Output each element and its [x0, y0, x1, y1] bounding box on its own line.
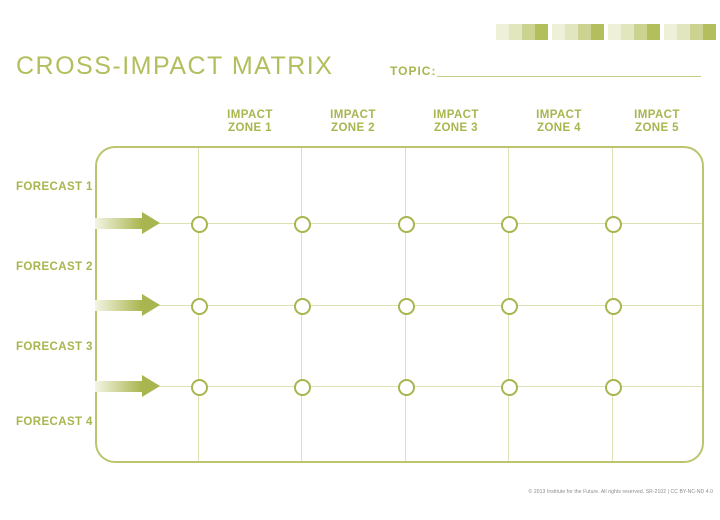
swatch [496, 24, 509, 40]
color-scale-strip [496, 24, 716, 40]
column-header-line1: IMPACT [227, 109, 273, 121]
swatch [552, 24, 565, 40]
arrow-body [95, 299, 142, 311]
column-header-line1: IMPACT [536, 109, 582, 121]
intersection-circle [293, 215, 311, 233]
column-header-impact-zone-2: IMPACT ZONE 2 [302, 109, 404, 135]
swatch [621, 24, 634, 40]
column-header-line2: ZONE 4 [537, 122, 581, 134]
intersection-circle [293, 378, 311, 396]
matrix-grid [95, 146, 704, 463]
column-header-impact-zone-3: IMPACT ZONE 3 [405, 109, 507, 135]
column-header-impact-zone-5: IMPACT ZONE 5 [606, 109, 708, 135]
page-title: CROSS-IMPACT MATRIX [16, 52, 334, 80]
column-header-line1: IMPACT [330, 109, 376, 121]
arrow-head [142, 212, 160, 234]
swatch [690, 24, 703, 40]
column-header-line2: ZONE 3 [434, 122, 478, 134]
swatch [677, 24, 690, 40]
intersection-circle [190, 215, 208, 233]
row-label-forecast-1: FORECAST 1 [16, 181, 93, 193]
arrow-right-icon [95, 212, 160, 234]
swatch [535, 24, 548, 40]
copyright-text: © 2013 Institute for the Future. All rig… [528, 489, 713, 495]
intersection-circle [604, 215, 622, 233]
intersection-circle [397, 215, 415, 233]
column-header-line2: ZONE 5 [635, 122, 679, 134]
intersection-circle [397, 378, 415, 396]
intersection-circle [190, 297, 208, 315]
arrow-right-icon [95, 294, 160, 316]
arrow-right-icon [95, 375, 160, 397]
intersection-circle [500, 378, 518, 396]
swatch [565, 24, 578, 40]
swatch [647, 24, 660, 40]
intersection-circle [500, 297, 518, 315]
intersection-circle [293, 297, 311, 315]
column-header-line1: IMPACT [433, 109, 479, 121]
swatch [509, 24, 522, 40]
arrow-head [142, 375, 160, 397]
arrow-head [142, 294, 160, 316]
intersection-circle [500, 215, 518, 233]
topic-fill-in-line [437, 62, 701, 77]
swatch [608, 24, 621, 40]
arrow-body [95, 380, 142, 392]
swatch-group [552, 24, 604, 40]
intersection-circle [190, 378, 208, 396]
intersection-circle [604, 378, 622, 396]
swatch [591, 24, 604, 40]
column-header-line2: ZONE 2 [331, 122, 375, 134]
column-header-impact-zone-1: IMPACT ZONE 1 [199, 109, 301, 135]
swatch [634, 24, 647, 40]
row-label-forecast-3: FORECAST 3 [16, 341, 93, 353]
arrow-body [95, 217, 142, 229]
row-label-forecast-2: FORECAST 2 [16, 261, 93, 273]
swatch [703, 24, 716, 40]
swatch [578, 24, 591, 40]
row-label-forecast-4: FORECAST 4 [16, 416, 93, 428]
intersection-circle [604, 297, 622, 315]
swatch-group [608, 24, 660, 40]
column-header-impact-zone-4: IMPACT ZONE 4 [508, 109, 610, 135]
column-header-line1: IMPACT [634, 109, 680, 121]
intersection-circle [397, 297, 415, 315]
swatch [522, 24, 535, 40]
swatch [664, 24, 677, 40]
topic-label: TOPIC: [390, 64, 437, 78]
column-header-line2: ZONE 1 [228, 122, 272, 134]
swatch-group [664, 24, 716, 40]
swatch-group [496, 24, 548, 40]
